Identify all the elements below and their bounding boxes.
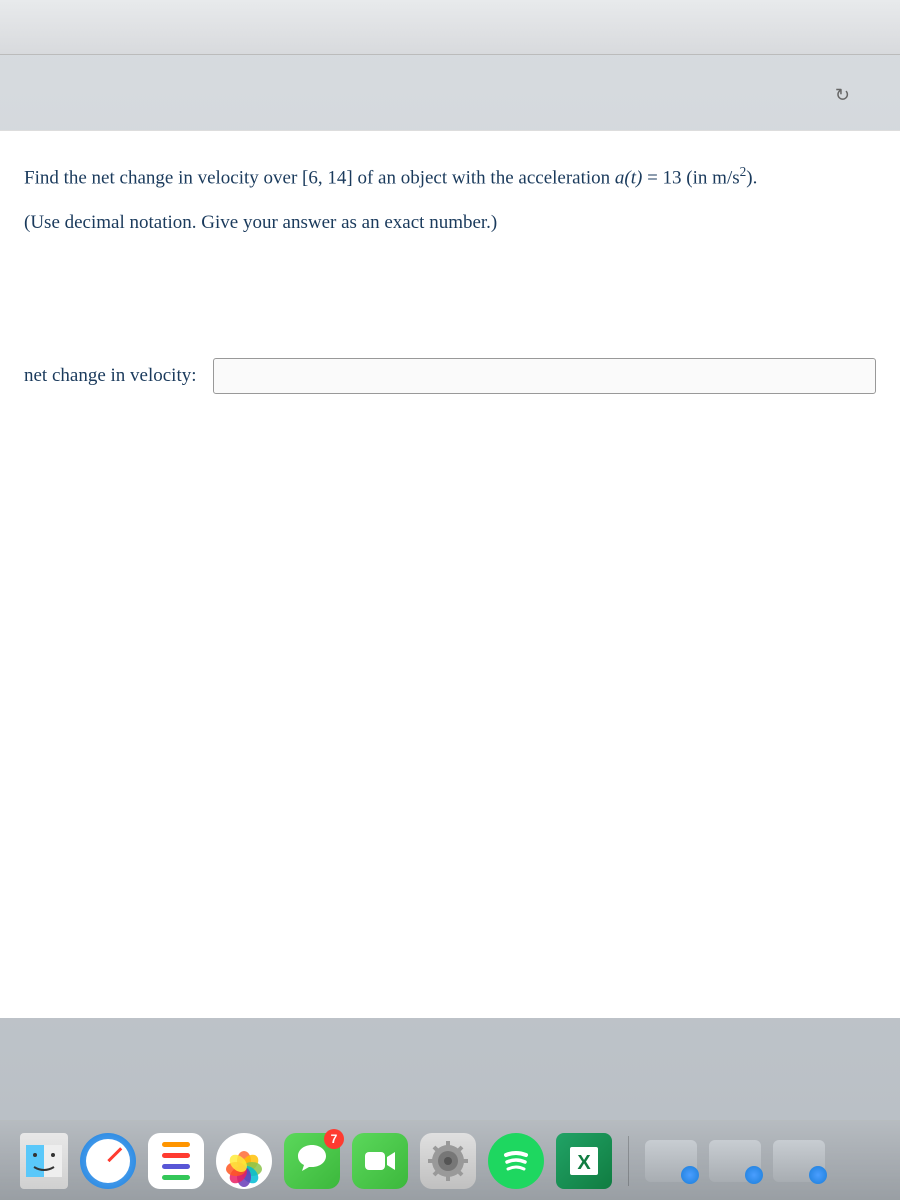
- reminder-line-1: [162, 1142, 190, 1147]
- question-pre: Find the net change in velocity over [6,…: [24, 167, 615, 188]
- messages-bubble-icon: [294, 1139, 330, 1183]
- messages-icon[interactable]: 7: [284, 1133, 340, 1189]
- svg-text:X: X: [577, 1152, 591, 1174]
- dock: 7: [0, 1120, 900, 1200]
- folder-icon-1[interactable]: [645, 1140, 697, 1182]
- reload-icon[interactable]: ↻: [835, 85, 850, 106]
- folder-indicator-3: [809, 1166, 827, 1184]
- messages-badge: 7: [324, 1129, 344, 1149]
- settings-icon[interactable]: [420, 1133, 476, 1189]
- reminder-line-4: [162, 1175, 190, 1180]
- question-text: Find the net change in velocity over [6,…: [24, 161, 876, 194]
- folder-indicator-2: [745, 1166, 763, 1184]
- browser-chrome: [0, 0, 900, 55]
- folder-indicator-1: [681, 1166, 699, 1184]
- answer-row: net change in velocity:: [24, 358, 876, 394]
- photos-icon[interactable]: [216, 1133, 272, 1189]
- reminders-lines: [152, 1132, 200, 1190]
- question-hint: (Use decimal notation. Give your answer …: [24, 208, 876, 238]
- question-function: a(t): [615, 167, 642, 188]
- reminder-line-2: [162, 1153, 190, 1158]
- facetime-icon[interactable]: [352, 1133, 408, 1189]
- finder-icon[interactable]: [20, 1133, 68, 1189]
- question-panel: Find the net change in velocity over [6,…: [0, 130, 900, 268]
- answer-input[interactable]: [213, 358, 876, 394]
- reminders-icon[interactable]: [148, 1133, 204, 1189]
- safari-icon[interactable]: [80, 1133, 136, 1189]
- content-area: net change in velocity:: [0, 268, 900, 1018]
- dock-separator: [628, 1136, 629, 1186]
- folder-icon-3[interactable]: [773, 1140, 825, 1182]
- folder-icon-2[interactable]: [709, 1140, 761, 1182]
- question-equals: = 13 (in m/s: [642, 167, 739, 188]
- answer-label: net change in velocity:: [24, 365, 197, 387]
- excel-icon[interactable]: X: [556, 1133, 612, 1189]
- question-closing: ).: [746, 167, 757, 188]
- spotify-icon[interactable]: [488, 1133, 544, 1189]
- photos-flower: [224, 1141, 264, 1181]
- reminder-line-3: [162, 1164, 190, 1169]
